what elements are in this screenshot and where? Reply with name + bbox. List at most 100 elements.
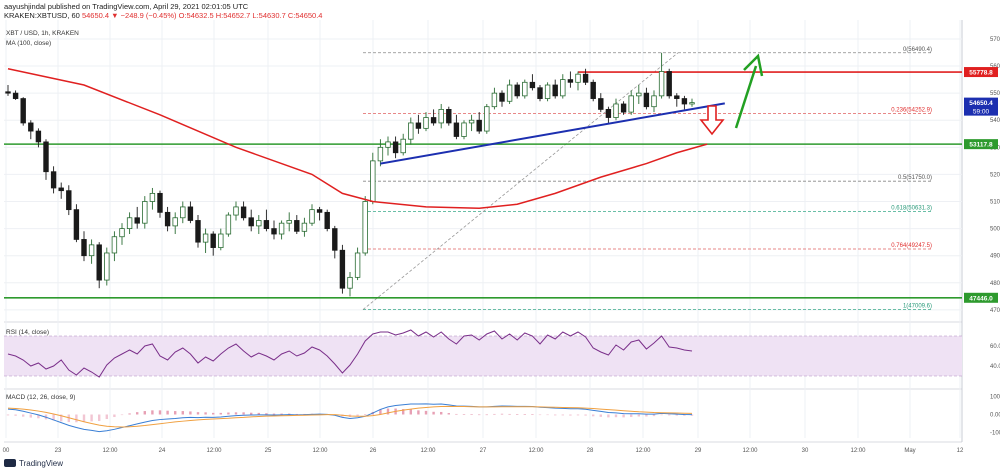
candle-body [438, 109, 444, 124]
macd-histogram-bar [576, 414, 580, 416]
candle-body [643, 92, 650, 108]
candle-body [461, 122, 467, 137]
x-tick-label: 23 [55, 448, 62, 454]
candle-body [256, 220, 262, 227]
macd-histogram-bar [288, 413, 291, 415]
candle-body [598, 98, 604, 110]
candle-body [164, 211, 171, 227]
macd-histogram-bar [143, 411, 146, 415]
macd-histogram-bar [546, 414, 549, 416]
macd-histogram-bar [432, 411, 435, 415]
macd-histogram-bar [592, 414, 595, 417]
candle-body [658, 71, 665, 97]
candle-body [628, 95, 634, 113]
x-tick-label: 12:00 [528, 448, 544, 454]
candle-body [674, 95, 680, 99]
candle-body [651, 95, 657, 108]
macd-histogram-bar [22, 414, 25, 417]
macd-histogram-bar [234, 412, 238, 415]
macd-histogram-bar [493, 413, 496, 415]
candle-body [362, 201, 368, 254]
macd-histogram-bar [523, 414, 526, 415]
candle-body [339, 249, 346, 289]
current-price-tag [964, 97, 998, 116]
candle-body [499, 92, 505, 102]
macd-histogram-bar [462, 414, 466, 415]
candle-body [537, 87, 543, 99]
macd-histogram-bar [219, 412, 222, 415]
y-tick-label: 48000.0 [990, 281, 1000, 287]
candle-body [278, 222, 285, 235]
candle-body [301, 222, 308, 232]
candle-body [88, 244, 95, 257]
candle-body [81, 239, 87, 257]
candle-body [560, 79, 566, 97]
x-tick-label: 12 [957, 448, 964, 454]
support-lower-price-tag [964, 292, 998, 303]
macd-histogram-bar [417, 410, 420, 415]
macd-histogram-bar [98, 414, 101, 422]
macd-histogram-bar [166, 410, 169, 415]
x-tick-label: 12:00 [420, 448, 436, 454]
macd-legend: MACD (12, 26, close, 9) [6, 394, 76, 401]
macd-histogram-bar [257, 412, 260, 415]
x-tick-label: 12:00 [312, 448, 328, 454]
candle-body [681, 98, 688, 105]
y-tick-label: 55000.0 [990, 91, 1000, 97]
candle-body [354, 252, 361, 278]
macd-histogram-bar [402, 409, 405, 415]
candle-body [119, 228, 125, 238]
candle-body [377, 146, 384, 162]
macd-histogram-bar [683, 414, 686, 416]
macd-histogram-bar [364, 414, 367, 416]
y-tick-label: 54000.0 [990, 118, 1000, 124]
macd-histogram-bar [196, 412, 200, 415]
macd-histogram-bar [508, 413, 511, 415]
candle-body [195, 220, 201, 243]
macd-histogram-bar [67, 414, 70, 423]
fib-level-label: 0(56490.4) [903, 47, 932, 53]
ascending-trend-line [380, 102, 725, 165]
macd-signal-line [7, 405, 693, 428]
macd-histogram-bar [614, 414, 618, 418]
macd-histogram-bar [212, 412, 215, 415]
macd-histogram-bar [60, 414, 63, 422]
y-tick-label: 57000.0 [990, 37, 1000, 43]
tradingview-logo[interactable]: TradingView [4, 459, 63, 468]
fib-diagonal [362, 52, 679, 310]
candle-body [370, 160, 376, 202]
candle-body [446, 109, 452, 124]
macd-histogram-bar [379, 409, 382, 415]
x-tick-label: 24 [159, 448, 166, 454]
macd-histogram-bar [120, 414, 124, 416]
candle-body [415, 122, 422, 129]
candle-body [484, 106, 490, 132]
macd-histogram-bar [569, 414, 572, 416]
candle-body [430, 117, 437, 124]
candle-body [506, 84, 513, 102]
tradingview-logo-icon [4, 459, 16, 467]
macd-histogram-bar [189, 411, 192, 415]
ohlc-values: 54650.4 ▼ −248.9 (−0.45%) O:54632.5 H:54… [81, 11, 323, 20]
rsi-tick-label: 60.00 [990, 344, 1000, 350]
candle-body [218, 233, 224, 248]
candle-body [73, 209, 80, 240]
candle-body [529, 81, 536, 89]
rsi-line [7, 329, 693, 378]
x-tick-label: 30 [802, 448, 809, 454]
candle-body [248, 217, 254, 227]
rsi-band [4, 336, 962, 376]
macd-histogram-bar [652, 414, 656, 417]
macd-histogram-bar [485, 414, 488, 416]
candle-body [636, 92, 642, 97]
pair-label: XBT / USD, 1h, KRAKEN [6, 30, 79, 37]
candle-body [210, 233, 216, 248]
bullish-arrow-shaft [734, 65, 758, 129]
macd-histogram-bar [6, 414, 10, 416]
macd-histogram-bar [280, 413, 283, 415]
candle-body [491, 92, 498, 108]
macd-histogram-bar [204, 412, 207, 415]
macd-histogram-bar [599, 414, 602, 417]
candle-body [309, 209, 315, 224]
